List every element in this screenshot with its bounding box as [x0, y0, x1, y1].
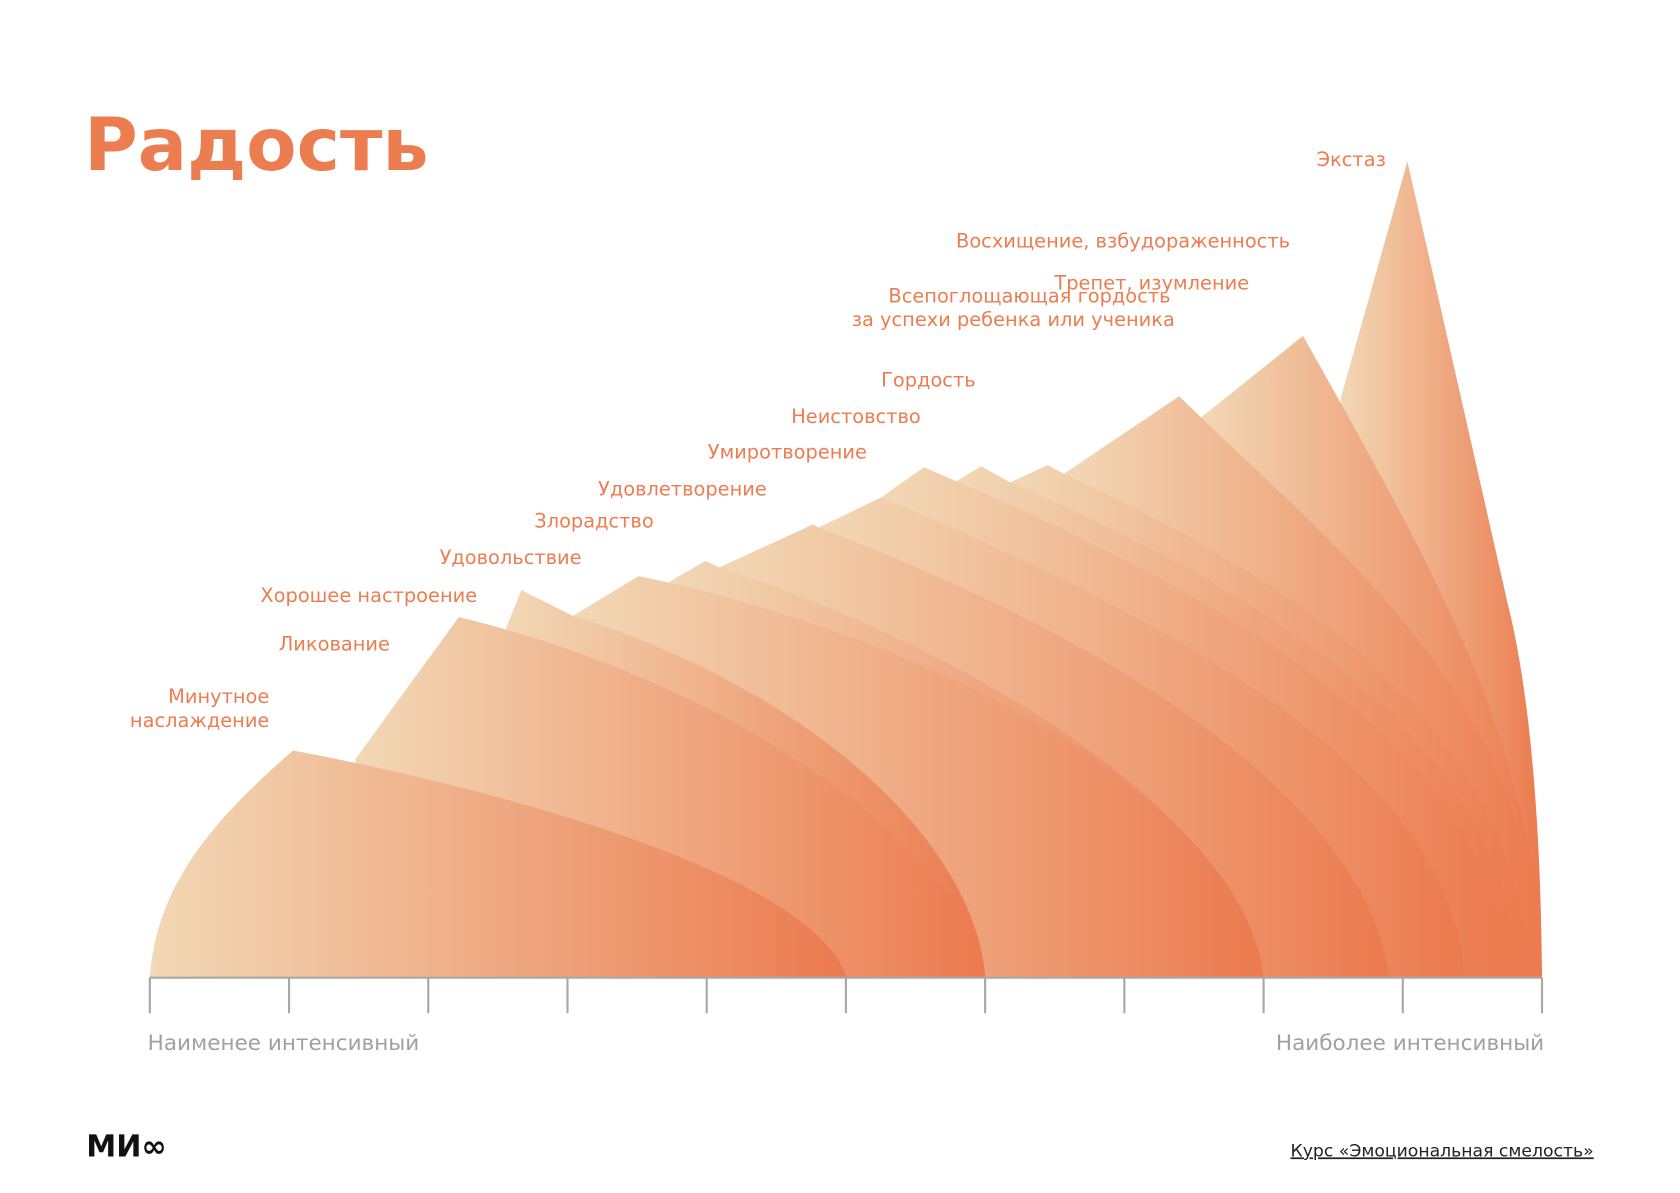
emotion-label: Злорадство: [534, 510, 653, 533]
x-axis-min-label: Наименее интенсивный: [148, 1031, 420, 1056]
emotion-label: Хорошее настроение: [260, 584, 477, 607]
emotion-label: Всепоглощающая гордость за успехи ребенка…: [852, 285, 1175, 332]
emotion-labels: Минутное наслаждение Ликование Хорошее наст…: [130, 148, 1386, 732]
x-axis-max-label: Наиболее интенсивный: [1276, 1031, 1544, 1056]
emotion-label: Восхищение, взбудораженность: [956, 230, 1290, 253]
course-link[interactable]: Курс «Эмоциональная смелость»: [1291, 1141, 1594, 1161]
emotion-label: Трепет, изумление: [1053, 272, 1249, 295]
emotion-label: Гордость: [881, 369, 976, 392]
emotion-label: Ликование: [279, 632, 390, 655]
emotion-label: Удовлетворение: [598, 477, 767, 500]
emotion-label: Экстаз: [1317, 148, 1386, 171]
emotion-shape-1: [149, 750, 847, 978]
emotion-label: Минутное наслаждение: [130, 685, 269, 732]
emotion-shapes: [149, 161, 1543, 978]
emotion-label: Удовольствие: [440, 546, 582, 569]
brand-logo: МИ∞: [86, 1129, 166, 1164]
x-axis: [148, 976, 1544, 1014]
emotion-label: Умиротворение: [708, 441, 867, 464]
page-title: Радость: [84, 103, 429, 188]
emotion-label: Неистовство: [791, 405, 921, 428]
